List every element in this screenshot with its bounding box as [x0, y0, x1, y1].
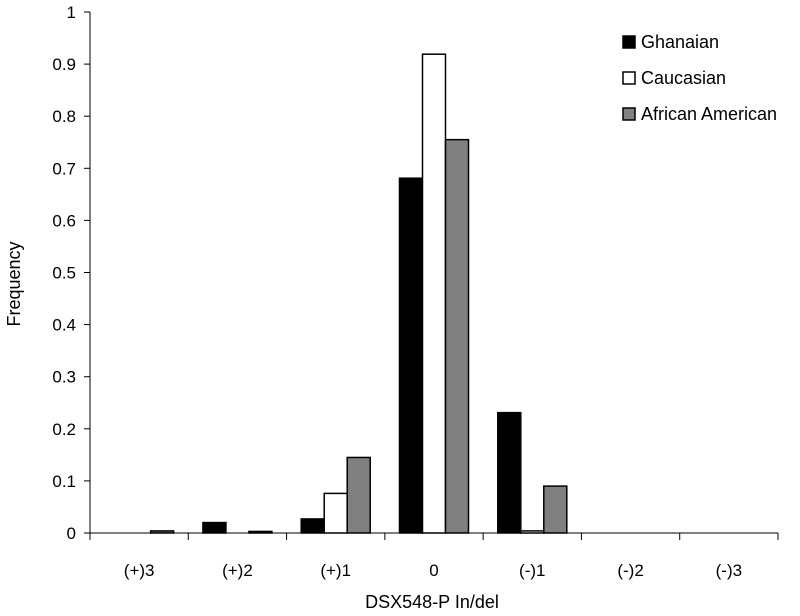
y-tick-label: 0.3 — [52, 368, 76, 387]
bar-caucasian-4 — [520, 530, 545, 534]
x-tick-label: (-)2 — [617, 561, 643, 580]
bar-african-american-4 — [543, 485, 568, 534]
y-tick-label: 0.2 — [52, 420, 76, 439]
y-tick-label: 0.1 — [52, 472, 76, 491]
y-tick-label: 0.9 — [52, 55, 76, 74]
x-tick-label: (-)3 — [716, 561, 742, 580]
y-axis-ticks: 0 0.1 0.2 0.3 0.4 0.5 0.6 0.7 0.8 0.9 1 — [52, 3, 90, 543]
legend-swatch — [622, 107, 636, 121]
y-tick-label: 0.7 — [52, 159, 76, 178]
bar-caucasian-3 — [421, 53, 447, 534]
y-tick-label: 0.6 — [52, 211, 76, 230]
x-axis-ticks: (+)3 (+)2 (+)1 0 (-)1 (-)2 (-)3 — [89, 533, 779, 580]
bar-african-american-0 — [149, 530, 175, 534]
bars — [149, 53, 568, 534]
x-axis-label: DSX548-P In/del — [365, 592, 499, 612]
y-tick-label: 0 — [67, 524, 76, 543]
x-tick-label: (+)2 — [222, 561, 253, 580]
legend-entry-label: Caucasian — [641, 68, 726, 88]
y-tick-label: 0.4 — [52, 316, 76, 335]
x-tick-label: 0 — [429, 561, 438, 580]
x-tick-label: (+)3 — [124, 561, 155, 580]
bar-caucasian-2 — [323, 492, 348, 534]
x-tick-label: (-)1 — [519, 561, 545, 580]
legend-swatch — [622, 35, 636, 49]
bar-african-american-2 — [346, 456, 371, 534]
legend-entry-label: African American — [641, 104, 777, 124]
legend-swatch — [622, 71, 636, 85]
y-axis-label: Frequency — [4, 241, 24, 326]
y-tick-label: 0.8 — [52, 107, 76, 126]
y-tick-label: 1 — [67, 3, 76, 22]
bar-african-american-3 — [444, 138, 470, 534]
x-tick-label: (+)1 — [320, 561, 351, 580]
y-tick-label: 0.5 — [52, 264, 76, 283]
bar-ghanaian-3 — [398, 177, 424, 534]
plot-area: 00.10.20.30.40.50.60.70.80.91 (+)3 (+)2 (+… — [52, 3, 779, 580]
legend-entry-label: Ghanaian — [641, 32, 719, 52]
bar-ghanaian-4 — [497, 411, 522, 534]
bar-ghanaian-1 — [202, 521, 227, 534]
bar-ghanaian-2 — [300, 518, 325, 534]
legend: Ghanaian Caucasian African American — [622, 32, 777, 124]
bar-african-american-1 — [248, 530, 273, 534]
